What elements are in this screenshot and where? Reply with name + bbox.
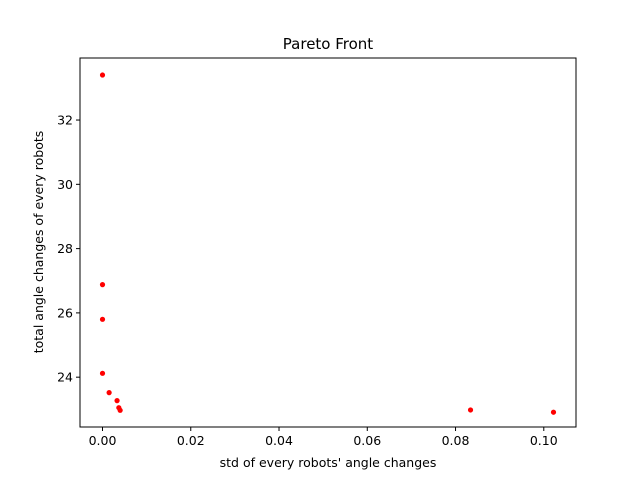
x-tick-label: 0.06 — [353, 433, 381, 448]
data-points — [99, 72, 557, 415]
y-tick-label: 24 — [57, 370, 73, 385]
x-tick-label: 0.00 — [89, 433, 117, 448]
data-point — [99, 72, 106, 78]
x-axis-ticks: 0.00 0.02 0.04 0.06 0.08 0.10 — [89, 427, 558, 448]
data-point — [99, 282, 106, 288]
data-point — [99, 370, 106, 376]
data-point — [99, 316, 106, 322]
x-tick-label: 0.10 — [530, 433, 558, 448]
data-point — [550, 409, 557, 415]
x-axis-label: std of every robots' angle changes — [220, 455, 437, 470]
x-tick-label: 0.02 — [177, 433, 205, 448]
y-tick-label: 28 — [57, 241, 73, 256]
y-tick-label: 32 — [57, 113, 73, 128]
y-tick-label: 26 — [57, 305, 73, 320]
data-point — [106, 390, 112, 396]
x-tick-label: 0.04 — [265, 433, 293, 448]
y-tick-label: 30 — [57, 177, 73, 192]
chart-title: Pareto Front — [283, 35, 374, 53]
data-point — [467, 407, 474, 413]
plot-area — [80, 58, 576, 427]
x-tick-label: 0.08 — [442, 433, 470, 448]
y-axis-label: total angle changes of every robots — [31, 131, 46, 354]
y-axis-ticks: 24 26 28 30 32 — [57, 113, 80, 385]
plot-frame — [79, 57, 577, 428]
data-point — [114, 398, 120, 404]
data-point — [117, 407, 123, 413]
